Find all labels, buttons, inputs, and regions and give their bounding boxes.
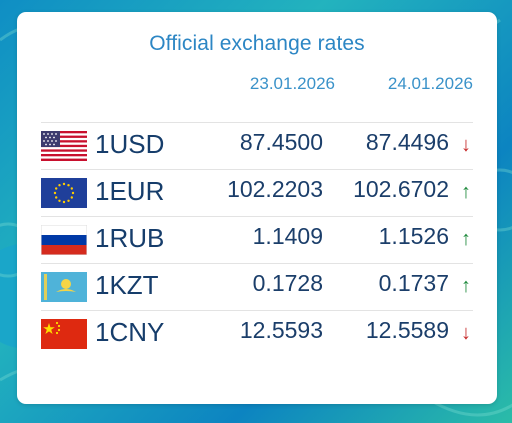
currency-code: 1EUR	[95, 176, 165, 206]
rate-date-1: 87.4500	[239, 129, 323, 155]
rate-date-1: 0.1728	[252, 270, 323, 296]
us-flag-icon	[41, 131, 87, 161]
rate-date-1: 1.1409	[252, 223, 323, 249]
cn-flag-icon	[41, 319, 87, 349]
rate-date-1: 102.2203	[227, 176, 323, 202]
currency-code: 1CNY	[95, 317, 165, 347]
arrow-down-icon: ↓	[461, 322, 471, 344]
rate-date-2: 1.1526	[378, 223, 449, 249]
arrow-up-icon: ↑	[461, 275, 471, 297]
rate-row-usd: 1USD 87.4500 87.4496 ↓	[41, 122, 473, 170]
rate-row-eur: 1EUR 102.2203 102.6702 ↑	[41, 169, 473, 217]
date-column-2: 24.01.2026	[387, 74, 473, 93]
arrow-up-icon: ↑	[461, 181, 471, 203]
exchange-rates-card: Official exchange rates 23.01.2026 24.01…	[17, 12, 497, 404]
rate-date-2: 0.1737	[378, 270, 449, 296]
rate-date-2: 12.5589	[365, 317, 449, 343]
rate-date-2: 87.4496	[365, 129, 449, 155]
eu-flag-icon	[41, 178, 87, 208]
arrow-down-icon: ↓	[461, 134, 471, 156]
arrow-up-icon: ↑	[461, 228, 471, 250]
ru-flag-icon	[41, 225, 87, 255]
rate-date-1: 12.5593	[239, 317, 323, 343]
page-title: Official exchange rates	[149, 32, 365, 55]
rate-row-cny: 1CNY 12.5593 12.5589 ↓	[41, 310, 473, 358]
rate-date-2: 102.6702	[353, 176, 449, 202]
currency-code: 1KZT	[95, 270, 159, 300]
rate-row-kzt: 1KZT 0.1728 0.1737 ↑	[41, 263, 473, 311]
kz-flag-icon	[41, 272, 87, 302]
date-column-1: 23.01.2026	[249, 74, 335, 93]
rate-row-rub: 1RUB 1.1409 1.1526 ↑	[41, 216, 473, 264]
currency-code: 1USD	[95, 129, 165, 159]
currency-code: 1RUB	[95, 223, 165, 253]
